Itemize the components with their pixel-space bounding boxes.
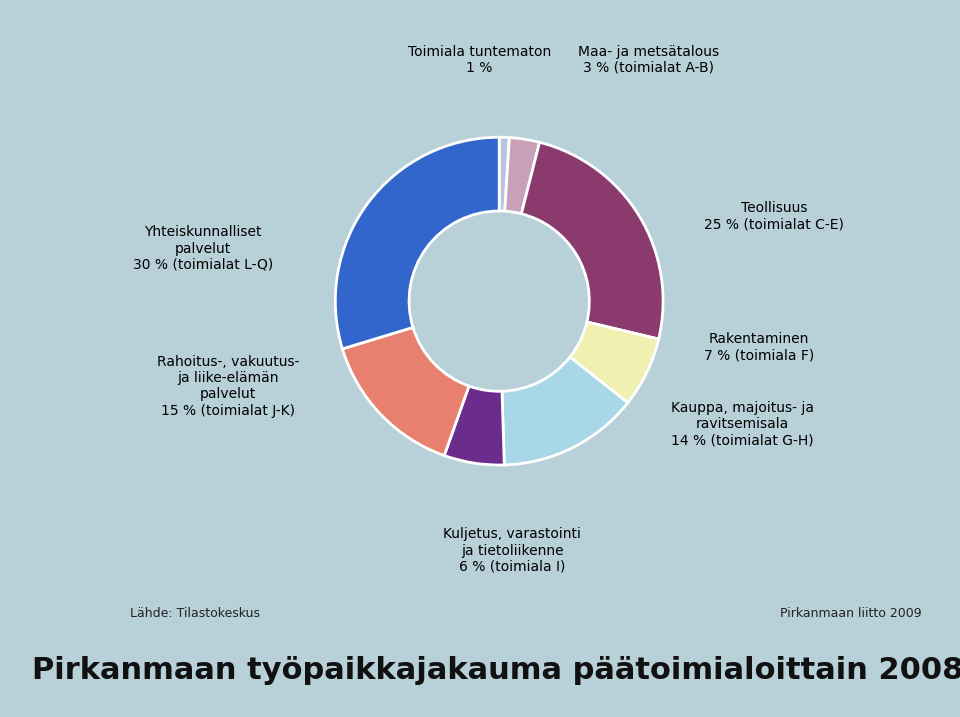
Text: Pirkanmaan työpaikkajakauma päätoimialoittain 2008 %: Pirkanmaan työpaikkajakauma päätoimialoi… [32,656,960,685]
Wedge shape [335,137,499,349]
Wedge shape [570,322,659,403]
Text: Rakentaminen
7 % (toimiala F): Rakentaminen 7 % (toimiala F) [704,332,814,362]
Text: Pirkanmaan liitto 2009: Pirkanmaan liitto 2009 [780,607,922,619]
Text: Yhteiskunnalliset
palvelut
30 % (toimialat L-Q): Yhteiskunnalliset palvelut 30 % (toimial… [132,226,273,272]
Text: Teollisuus
25 % (toimialat C-E): Teollisuus 25 % (toimialat C-E) [704,201,844,231]
Wedge shape [505,138,540,214]
Text: Maa- ja metsätalous
3 % (toimialat A-B): Maa- ja metsätalous 3 % (toimialat A-B) [578,44,719,75]
Text: Toimiala tuntematon
1 %: Toimiala tuntematon 1 % [408,44,551,75]
Wedge shape [502,357,628,465]
Wedge shape [444,386,504,465]
Wedge shape [499,137,510,212]
Text: Kauppa, majoitus- ja
ravitsemisala
14 % (toimialat G-H): Kauppa, majoitus- ja ravitsemisala 14 % … [671,401,814,447]
Text: Kuljetus, varastointi
ja tietoliikenne
6 % (toimiala I): Kuljetus, varastointi ja tietoliikenne 6… [444,527,581,574]
Text: Lähde: Tilastokeskus: Lähde: Tilastokeskus [130,607,259,619]
Wedge shape [521,142,663,339]
Text: Rahoitus-, vakuutus-
ja liike-elämän
palvelut
15 % (toimialat J-K): Rahoitus-, vakuutus- ja liike-elämän pal… [156,355,300,418]
Wedge shape [343,328,468,455]
